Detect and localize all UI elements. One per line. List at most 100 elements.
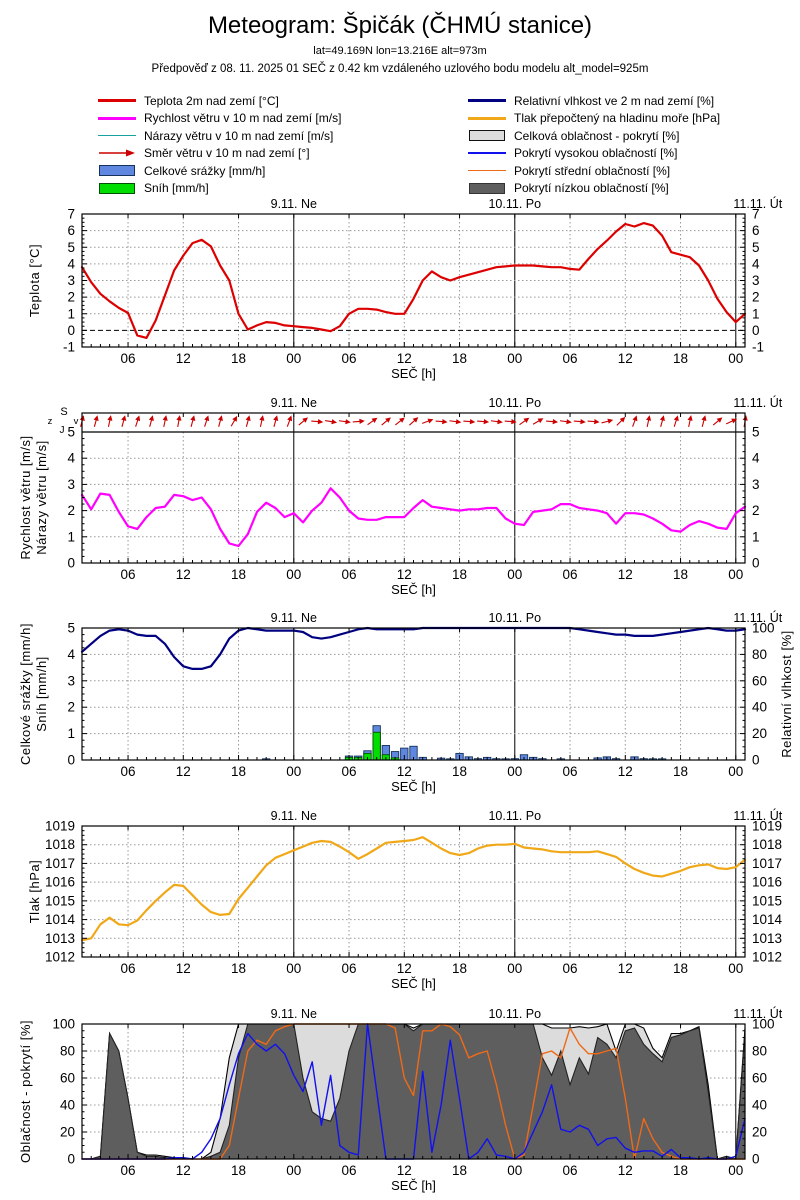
legend-item: Pokrytí nízkou oblačností [%] [467, 181, 720, 195]
svg-text:SEČ [h]: SEČ [h] [391, 582, 436, 597]
humidity-line-swatch [467, 99, 507, 102]
svg-text:18: 18 [231, 567, 246, 582]
legend-label: Teplota 2m nad zemí [°C] [144, 93, 279, 108]
svg-text:06: 06 [563, 961, 578, 976]
svg-text:1013: 1013 [45, 931, 75, 946]
svg-text:06: 06 [121, 1163, 136, 1178]
svg-text:3: 3 [67, 273, 75, 288]
legend-label: Sníh [mm/h] [144, 181, 209, 195]
svg-text:00: 00 [728, 1163, 743, 1178]
svg-text:18: 18 [673, 961, 688, 976]
svg-text:Rychlost větru [m/s]: Rychlost větru [m/s] [18, 435, 33, 559]
svg-text:1017: 1017 [45, 856, 75, 871]
svg-text:1015: 1015 [752, 893, 782, 908]
legend-label: Tlak přepočtený na hladinu moře [hPa] [514, 111, 721, 125]
svg-text:18: 18 [673, 567, 688, 582]
cloud-low-box-swatch [467, 182, 507, 194]
svg-text:18: 18 [452, 961, 467, 976]
svg-text:9.11. Ne: 9.11. Ne [271, 1007, 317, 1021]
legend-label: Pokrytí nízkou oblačností [%] [514, 181, 669, 195]
svg-text:2: 2 [752, 503, 760, 518]
svg-text:S: S [60, 406, 67, 418]
legend-item: Pokrytí vysokou oblačností [%] [467, 146, 720, 160]
wind-direction-arrows [79, 415, 748, 428]
svg-text:00: 00 [507, 567, 522, 582]
svg-text:5: 5 [67, 425, 75, 440]
svg-text:18: 18 [673, 1163, 688, 1178]
svg-text:06: 06 [121, 961, 136, 976]
svg-text:00: 00 [286, 764, 301, 779]
svg-text:12: 12 [618, 1163, 633, 1178]
svg-text:0: 0 [752, 323, 760, 338]
svg-text:20: 20 [752, 726, 767, 741]
svg-text:00: 00 [286, 567, 301, 582]
svg-text:1019: 1019 [752, 819, 782, 834]
svg-text:06: 06 [342, 764, 357, 779]
svg-text:06: 06 [121, 567, 136, 582]
svg-text:100: 100 [52, 1017, 75, 1032]
legend-label: Celkové srážky [mm/h] [144, 163, 266, 178]
svg-text:-1: -1 [752, 340, 764, 355]
svg-text:0: 0 [67, 753, 75, 768]
svg-text:9.11. Ne: 9.11. Ne [271, 611, 317, 625]
svg-text:11.11. Út: 11.11. Út [733, 196, 782, 211]
svg-text:60: 60 [752, 673, 767, 688]
svg-text:5: 5 [752, 240, 760, 255]
svg-text:11.11. Út: 11.11. Út [733, 610, 782, 625]
svg-text:1019: 1019 [45, 819, 75, 834]
svg-text:1013: 1013 [752, 931, 782, 946]
svg-text:9.11. Ne: 9.11. Ne [271, 809, 317, 823]
svg-text:2: 2 [67, 503, 75, 518]
svg-text:12: 12 [176, 567, 191, 582]
svg-text:6: 6 [752, 223, 760, 238]
legend-label: Nárazy větru v 10 m nad zemí [m/s] [144, 128, 334, 143]
svg-text:06: 06 [342, 567, 357, 582]
legend-item: Celkové srážky [mm/h] [97, 163, 341, 178]
svg-text:00: 00 [286, 351, 301, 366]
svg-text:5: 5 [67, 621, 75, 636]
svg-text:12: 12 [618, 961, 633, 976]
legend-item: Celková oblačnost - pokrytí [%] [467, 129, 720, 143]
legend-label: Pokrytí střední oblačností [%] [514, 163, 671, 178]
series-temperature [80, 222, 747, 339]
svg-text:1: 1 [67, 306, 75, 321]
svg-text:0: 0 [67, 556, 75, 571]
chart-pressure: 1012 1012 1013 1013 1014 1014 1015 1015 1016 1016… [27, 808, 783, 991]
svg-text:7: 7 [67, 207, 75, 222]
svg-text:0: 0 [67, 1152, 75, 1167]
svg-text:06: 06 [563, 567, 578, 582]
svg-text:v: v [74, 416, 79, 427]
svg-text:1015: 1015 [45, 893, 75, 908]
svg-text:Relativní vlhkost [%]: Relativní vlhkost [%] [779, 630, 794, 758]
legend-item: Tlak přepočtený na hladinu moře [hPa] [467, 111, 721, 125]
svg-text:06: 06 [342, 961, 357, 976]
svg-text:1016: 1016 [45, 875, 75, 890]
svg-text:18: 18 [452, 351, 467, 366]
svg-text:12: 12 [397, 1163, 412, 1178]
precipitation-box-swatch [97, 165, 137, 176]
legend-label: Směr větru v 10 m nad zemí [°] [144, 146, 310, 160]
svg-text:12: 12 [176, 961, 191, 976]
svg-text:0: 0 [752, 556, 760, 571]
legend-label: Relativní vlhkost ve 2 m nad zemí [%] [514, 93, 715, 108]
svg-text:SEČ [h]: SEČ [h] [391, 1178, 436, 1193]
svg-text:1018: 1018 [752, 837, 782, 852]
svg-text:SEČ [h]: SEČ [h] [391, 366, 436, 381]
svg-text:11.11. Út: 11.11. Út [733, 395, 782, 410]
svg-text:12: 12 [618, 764, 633, 779]
svg-text:12: 12 [397, 351, 412, 366]
svg-text:9.11. Ne: 9.11. Ne [271, 197, 317, 211]
svg-text:1014: 1014 [752, 912, 783, 927]
svg-text:0: 0 [752, 1152, 760, 1167]
svg-text:12: 12 [397, 961, 412, 976]
svg-text:18: 18 [231, 961, 246, 976]
snow-bar [372, 731, 381, 761]
svg-text:0: 0 [752, 753, 760, 768]
svg-text:60: 60 [60, 1071, 75, 1086]
svg-text:-1: -1 [63, 340, 75, 355]
svg-text:80: 80 [752, 647, 767, 662]
svg-text:100: 100 [752, 621, 775, 636]
svg-text:10.11. Po: 10.11. Po [488, 611, 541, 625]
svg-text:60: 60 [752, 1071, 767, 1086]
